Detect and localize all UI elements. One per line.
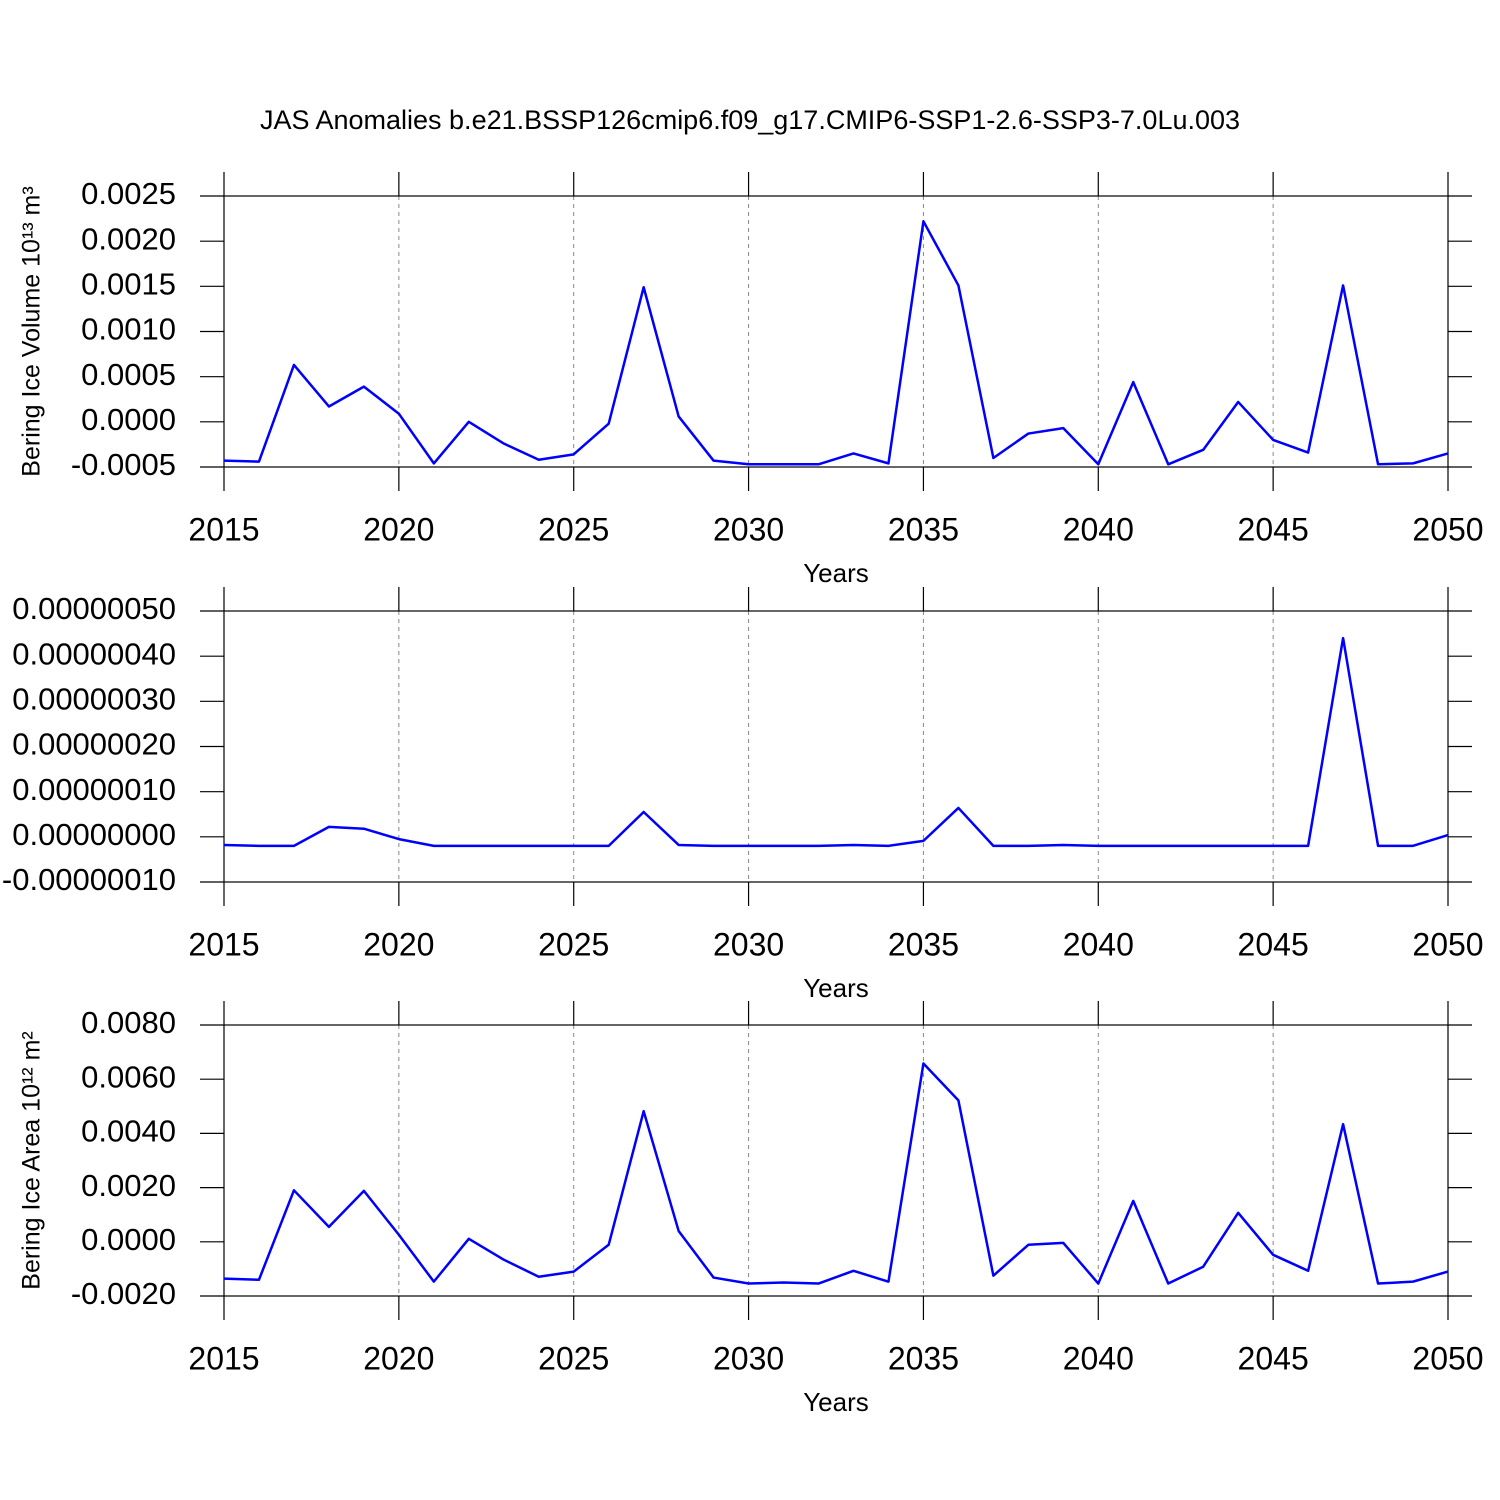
x-tick-label: 2035 [888, 926, 959, 962]
x-tick-label: 2015 [188, 1340, 259, 1376]
data-line [223, 636, 1449, 848]
y-tick-label: -0.0020 [71, 1276, 176, 1311]
y-tick-label: 0.0010 [81, 312, 176, 347]
plot-frame [223, 195, 1449, 468]
x-tick-label: 2020 [363, 511, 434, 547]
x-tick-label: 2035 [888, 511, 959, 547]
y-tick-label: 0.00000040 [12, 636, 176, 671]
y-tick-label: 0.00000030 [12, 682, 176, 717]
y-tick-label: 0.0000 [81, 402, 176, 437]
y-tick-label: -0.00000010 [2, 862, 176, 897]
x-tick-label: 2025 [538, 1340, 609, 1376]
y-tick-label: 0.0025 [81, 176, 176, 211]
y-tick-label: 0.0040 [81, 1114, 176, 1149]
x-axis-label: Years [803, 973, 869, 1003]
x-tick-label: 2020 [363, 1340, 434, 1376]
y-axis-label: Bering Ice Volume 10¹³ m³ [18, 186, 46, 476]
x-tick-label: 2030 [713, 511, 784, 547]
x-tick-label: 2030 [713, 926, 784, 962]
x-axis-label: Years [803, 558, 869, 588]
x-tick-label: 2045 [1238, 511, 1309, 547]
x-tick-label: 2025 [538, 511, 609, 547]
x-tick-label: 2040 [1063, 926, 1134, 962]
x-tick-label: 2040 [1063, 511, 1134, 547]
x-tick-label: 2050 [1412, 1340, 1483, 1376]
x-tick-label: 2050 [1412, 926, 1483, 962]
x-tick-label: 2050 [1412, 511, 1483, 547]
y-tick-label: 0.00000050 [12, 591, 176, 626]
y-tick-label: 0.0060 [81, 1059, 176, 1094]
y-tick-label: 0.0015 [81, 267, 176, 302]
y-tick-label: 0.0005 [81, 357, 176, 392]
y-axis-label: Bering Ice Area 10¹² m² [18, 1031, 46, 1289]
x-tick-label: 2015 [188, 511, 259, 547]
y-tick-label: 0.0020 [81, 221, 176, 256]
chart-title: JAS Anomalies b.e21.BSSP126cmip6.f09_g17… [260, 105, 1240, 135]
x-tick-label: 2015 [188, 926, 259, 962]
x-tick-label: 2035 [888, 1340, 959, 1376]
y-tick-label: 0.0080 [81, 1005, 176, 1040]
x-tick-label: 2040 [1063, 1340, 1134, 1376]
plot-frame [223, 1024, 1449, 1297]
x-tick-label: 2030 [713, 1340, 784, 1376]
x-tick-label: 2020 [363, 926, 434, 962]
x-axis-label: Years [803, 1387, 869, 1417]
plot-frame [223, 610, 1449, 883]
y-tick-label: 0.00000010 [12, 772, 176, 807]
y-tick-label: 0.00000000 [12, 817, 176, 852]
x-tick-label: 2045 [1238, 926, 1309, 962]
x-tick-label: 2045 [1238, 1340, 1309, 1376]
data-line [223, 220, 1449, 466]
y-tick-label: 0.00000020 [12, 727, 176, 762]
data-line [223, 1062, 1449, 1285]
y-tick-label: 0.0000 [81, 1222, 176, 1257]
y-tick-label: 0.0020 [81, 1168, 176, 1203]
x-tick-label: 2025 [538, 926, 609, 962]
y-tick-label: -0.0005 [71, 447, 176, 482]
